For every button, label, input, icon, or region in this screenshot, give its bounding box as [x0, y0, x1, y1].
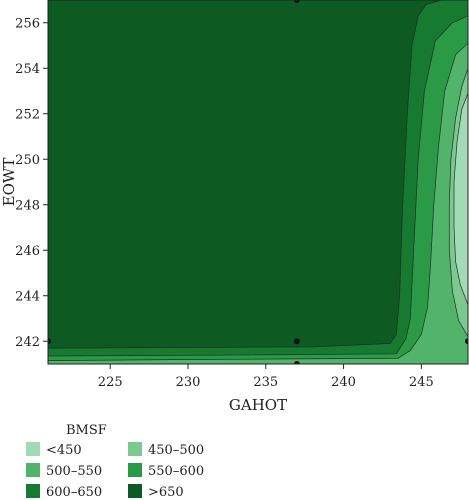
legend-label-5: >650 — [148, 485, 184, 500]
legend-label-4: 600–650 — [46, 485, 102, 500]
design-point-1 — [48, 338, 51, 345]
y-axis: 242 244 246 248 250 252 254 256 — [15, 16, 48, 350]
y-axis-title: EOWT — [0, 158, 18, 207]
y-tick-label-7: 256 — [15, 16, 40, 31]
design-point-3 — [465, 338, 468, 345]
design-point-4 — [293, 361, 300, 364]
y-tick-label-5: 252 — [15, 107, 40, 122]
design-point-0 — [293, 0, 300, 3]
legend-entry-4: 600–650 — [26, 484, 102, 500]
legend-swatch-1 — [128, 442, 142, 456]
legend-label-0: <450 — [46, 443, 82, 458]
plot-frame — [47, 0, 469, 365]
y-tick-label-3: 248 — [15, 198, 40, 213]
legend-entry-2: 500–550 — [26, 463, 102, 479]
contour-region-5 — [453, 92, 468, 306]
legend-label-1: 450–500 — [148, 443, 204, 458]
x-tick-label-3: 240 — [331, 375, 356, 390]
legend-label-2: 500–550 — [46, 464, 102, 479]
x-axis-title: GAHOT — [229, 396, 287, 414]
legend-title: BMSF — [66, 423, 107, 438]
legend-swatch-5 — [128, 484, 142, 498]
y-tick-label-6: 254 — [15, 62, 40, 77]
legend-entry-0: <450 — [26, 442, 82, 458]
contour-region-3 — [48, 42, 468, 364]
legend-swatch-4 — [26, 484, 40, 498]
plot-area — [48, 0, 468, 364]
y-tick-label-1: 244 — [15, 289, 40, 304]
legend-entry-1: 450–500 — [128, 442, 204, 458]
y-tick-label-4: 250 — [15, 153, 40, 168]
y-tick-label-2: 246 — [15, 244, 40, 259]
legend-swatch-0 — [26, 442, 40, 456]
legend-entry-3: 550–600 — [128, 463, 204, 479]
y-tick-label-0: 242 — [15, 335, 40, 350]
x-tick-label-0: 225 — [98, 375, 123, 390]
x-axis: 225 230 235 240 245 — [98, 364, 434, 390]
contour-region-0 — [48, 0, 468, 364]
x-tick-label-4: 245 — [409, 375, 434, 390]
legend-swatch-2 — [26, 463, 40, 477]
design-point-2 — [293, 338, 300, 345]
legend: BMSF <450 450–500 500–550 550–600 600–650 >65… — [26, 423, 204, 500]
x-tick-label-2: 235 — [253, 375, 278, 390]
legend-label-3: 550–600 — [148, 464, 204, 479]
legend-swatch-3 — [128, 463, 142, 477]
legend-entry-5: >650 — [128, 484, 184, 500]
x-tick-label-1: 230 — [176, 375, 201, 390]
